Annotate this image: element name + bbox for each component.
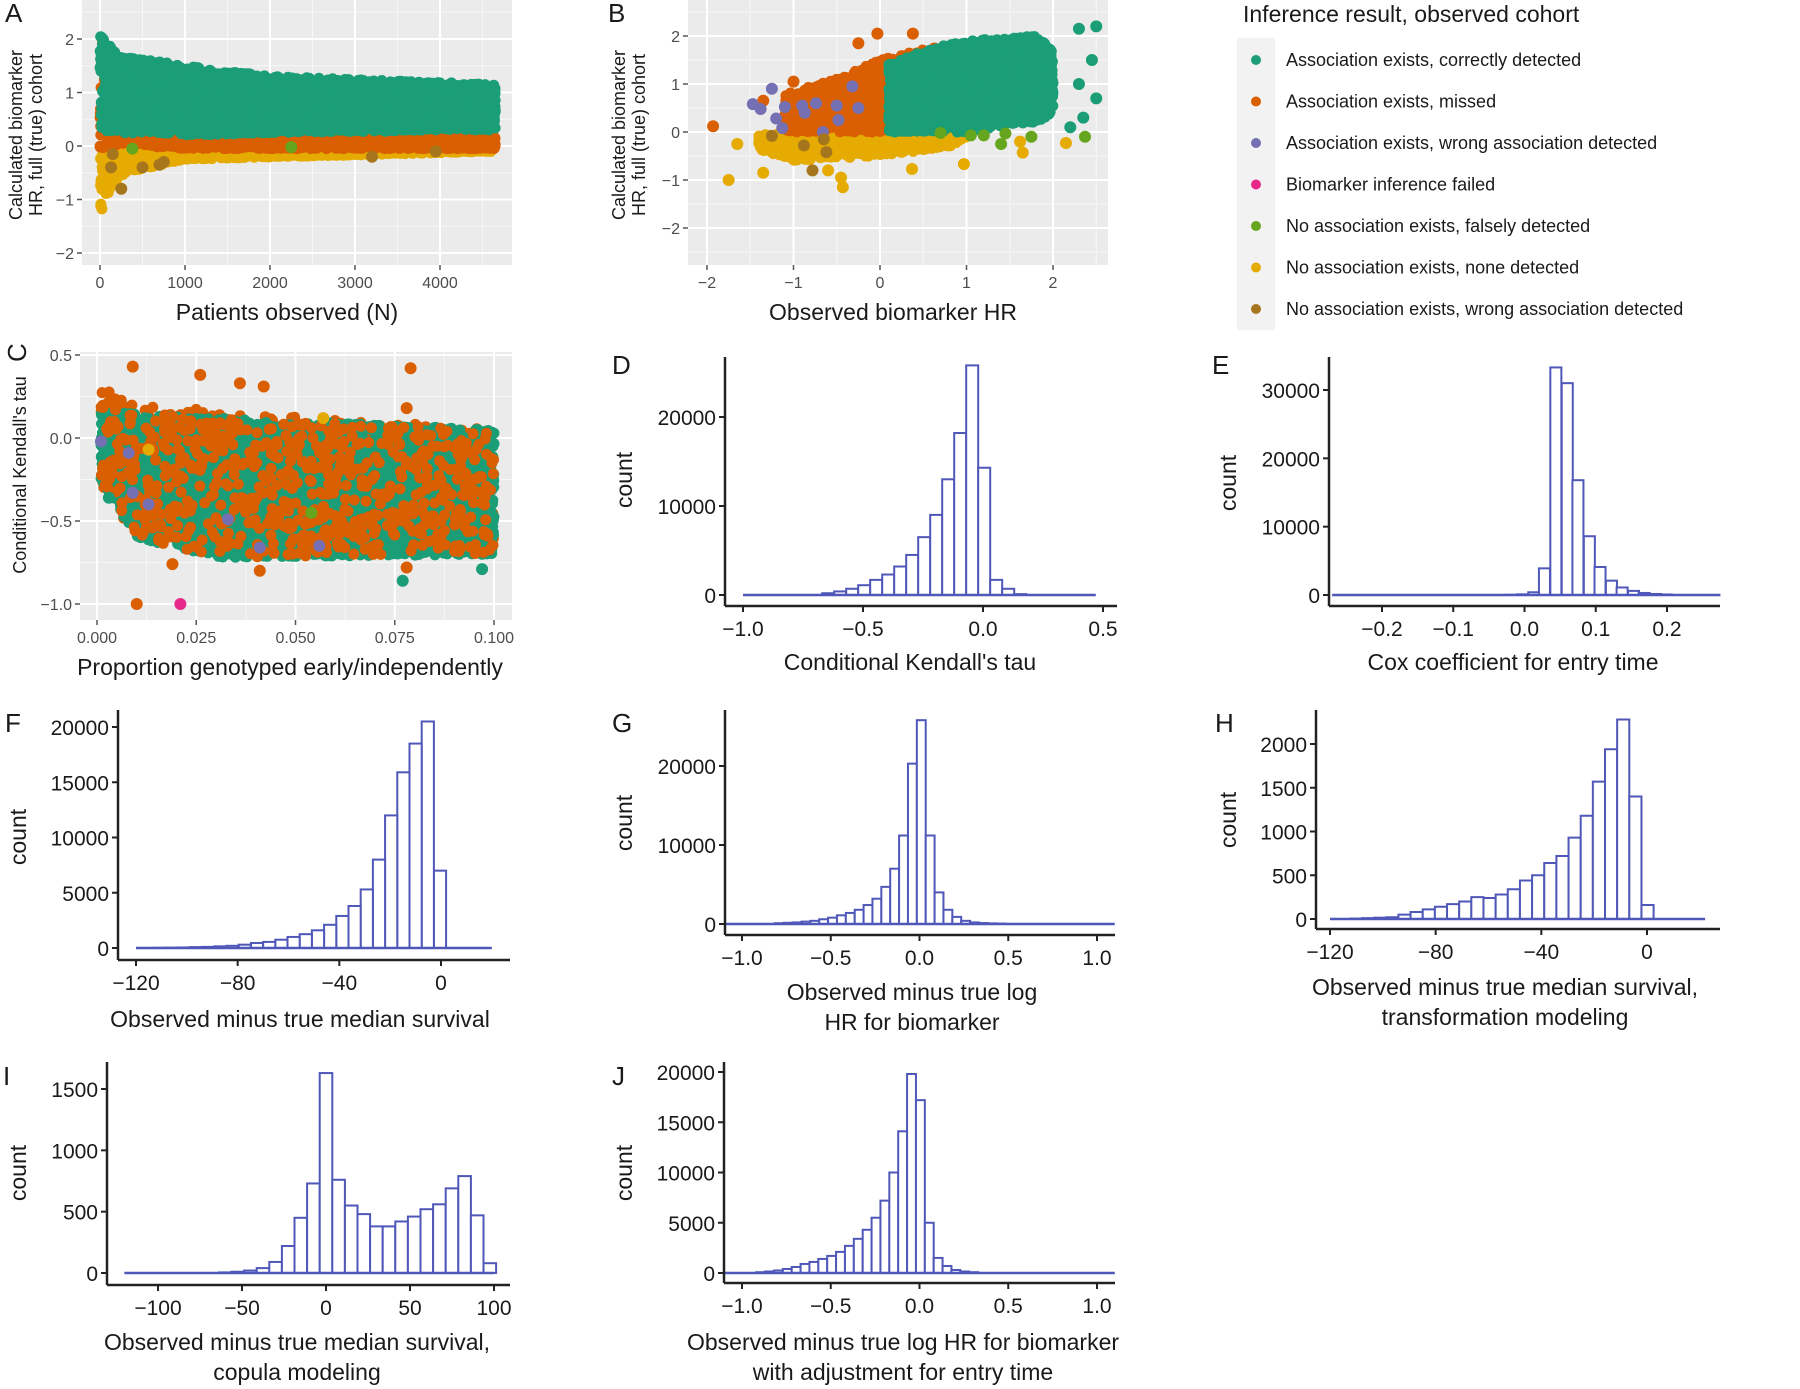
points-layer [94,31,501,215]
point-orange [199,141,211,153]
panel-letter: A [5,0,23,28]
point-orange [388,139,400,151]
point-yellow [248,151,260,163]
point-orange [269,137,280,149]
point-orange [94,141,106,153]
point-yellow [100,188,112,199]
point-orange [474,142,486,154]
point-orange [170,135,182,147]
point-orange [465,136,477,148]
point-yellow [137,150,148,162]
point-yellow [106,174,118,185]
point-orange [146,138,157,150]
point-orange [354,141,366,153]
point-orange [254,138,266,150]
point-orange [117,137,129,149]
point-orange [309,135,321,146]
point-orange [483,132,495,144]
point-orange [216,140,228,152]
point-yellow [96,203,108,215]
